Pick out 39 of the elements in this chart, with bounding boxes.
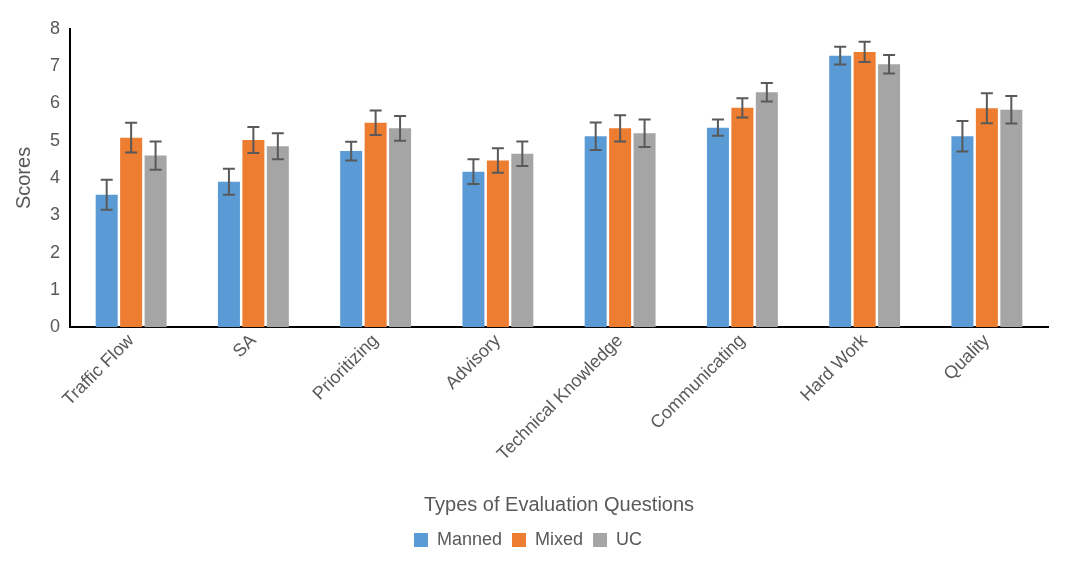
bar	[584, 136, 607, 328]
bar	[951, 136, 974, 328]
y-tick-label: 3	[50, 204, 61, 225]
y-tick-label: 2	[50, 241, 61, 262]
y-tick-label: 7	[50, 55, 61, 76]
y-tick-label: 1	[50, 278, 61, 299]
bar	[144, 155, 167, 328]
y-tick-label: 4	[50, 166, 61, 187]
bar	[217, 181, 240, 328]
y-tick-label: 0	[50, 316, 61, 337]
bar	[266, 146, 289, 328]
bar	[975, 108, 998, 328]
bar	[120, 137, 143, 328]
bar	[242, 139, 265, 328]
bar	[706, 127, 729, 328]
y-axis-title: Scores	[11, 146, 34, 210]
bar	[1000, 109, 1023, 328]
bar	[853, 51, 876, 328]
bar	[878, 64, 901, 328]
y-tick-label: 6	[50, 92, 61, 113]
bar	[340, 151, 363, 328]
legend-label: Mixed	[535, 528, 584, 549]
bar	[731, 107, 754, 328]
bar	[95, 194, 118, 328]
bar	[609, 128, 632, 328]
legend-label: UC	[616, 528, 643, 549]
x-tick-label: SA	[228, 329, 260, 362]
bar	[829, 55, 852, 328]
bar	[755, 92, 778, 328]
bar	[364, 122, 387, 328]
legend-label: Manned	[436, 528, 503, 549]
bar	[511, 153, 534, 328]
bar	[486, 160, 509, 328]
y-tick-label: 8	[50, 17, 61, 38]
x-axis-title: Types of Evaluation Questions	[423, 492, 695, 515]
bar	[462, 171, 485, 328]
y-tick-label: 5	[50, 129, 61, 150]
bar	[633, 133, 656, 328]
bar	[389, 128, 412, 328]
